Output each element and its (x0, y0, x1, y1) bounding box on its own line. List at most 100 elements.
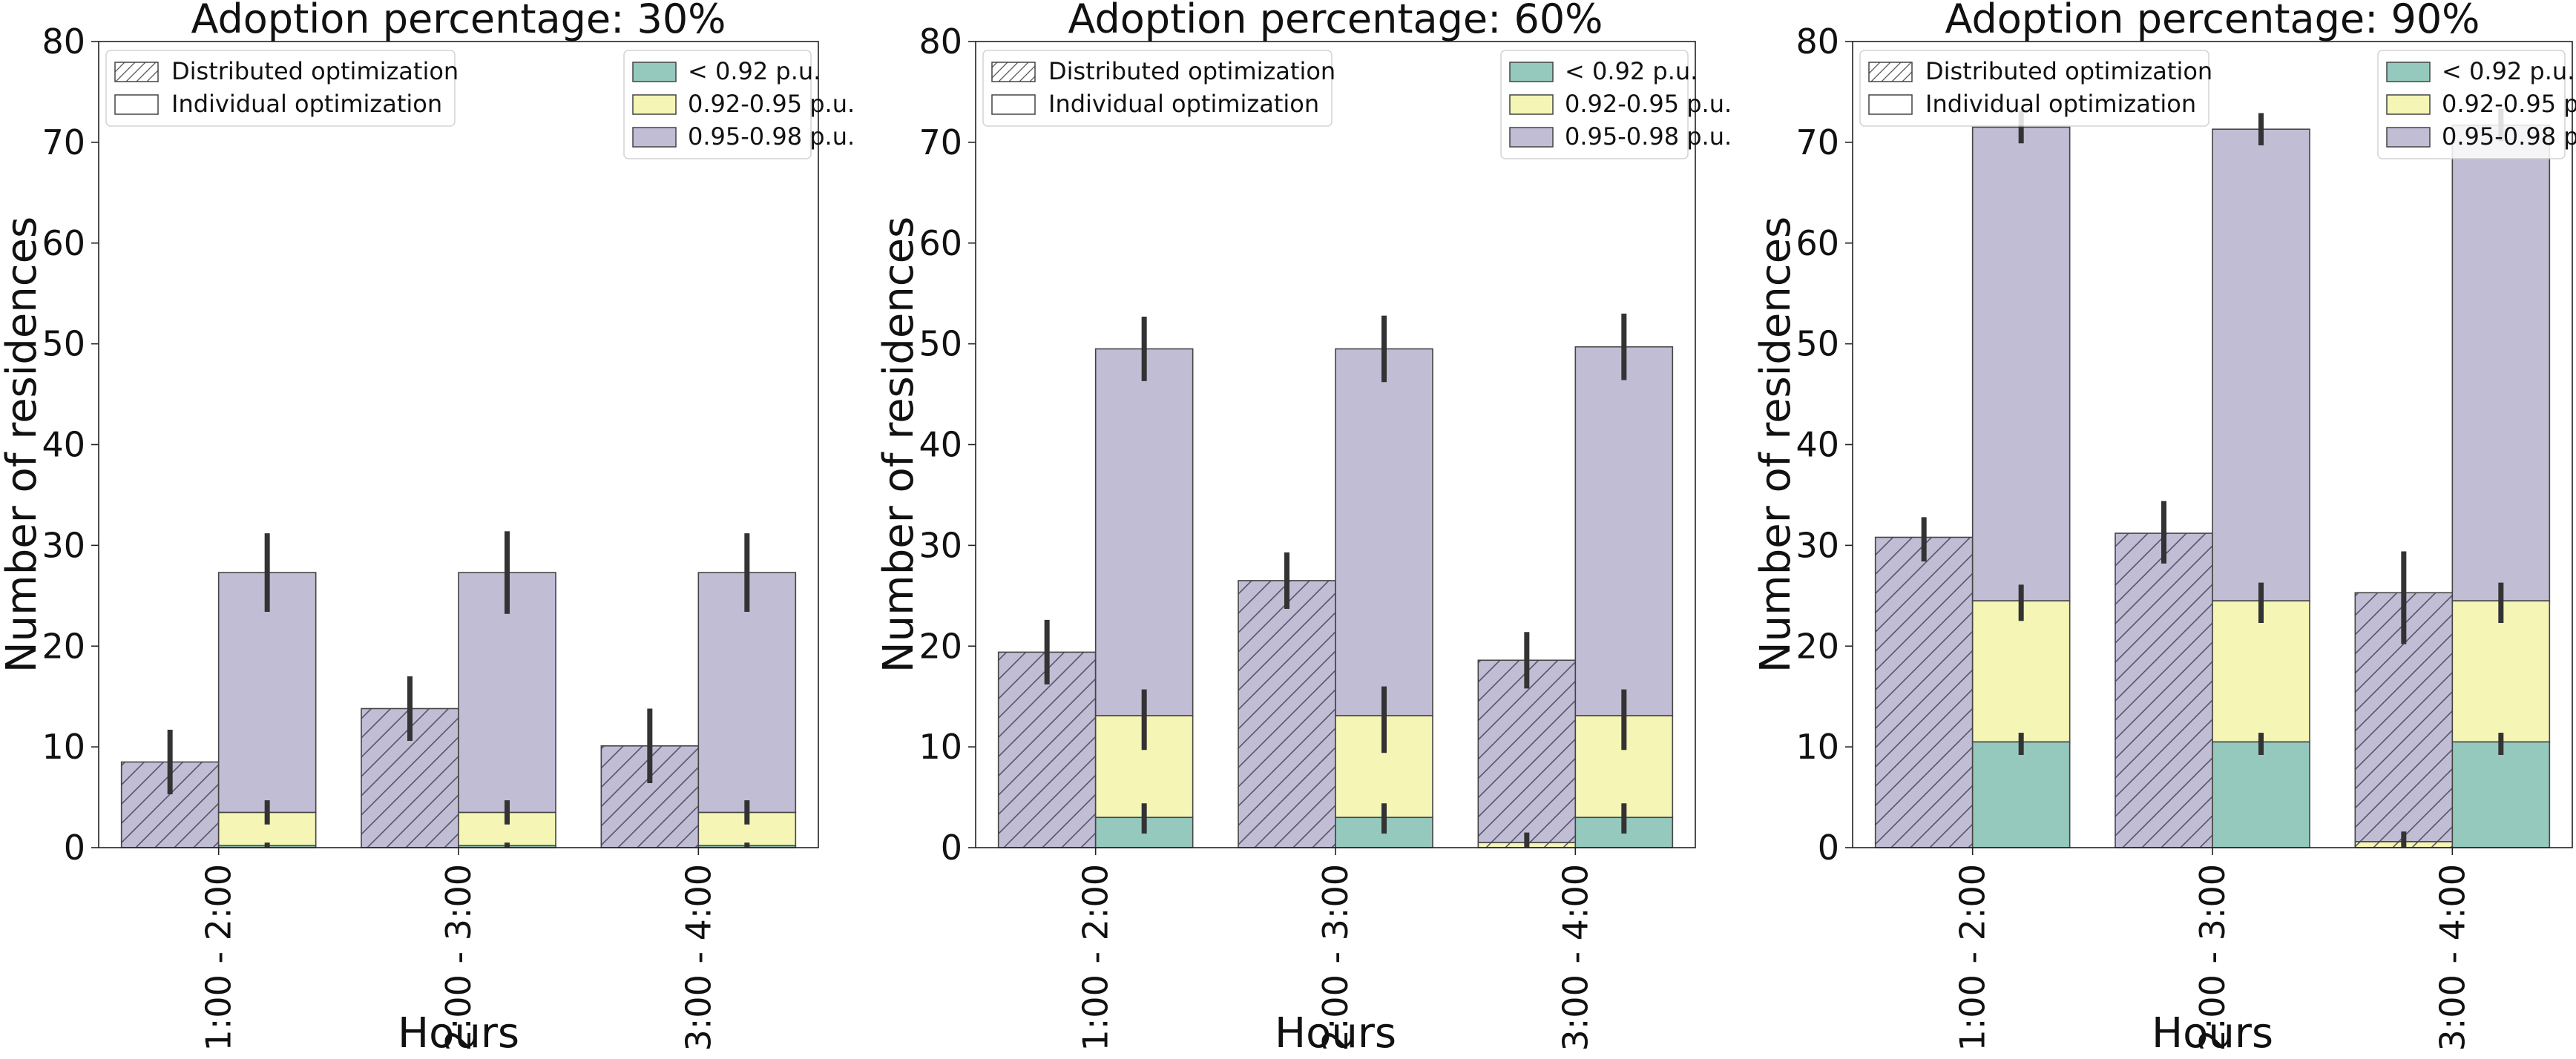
bar-individual-b092_095 (2212, 600, 2310, 743)
y-tick-label: 50 (919, 324, 962, 364)
x-tick-label: 1:00 - 2:00 (199, 864, 239, 1051)
y-tick-label: 70 (919, 122, 962, 162)
legend-label-individual: Individual optimization (1925, 90, 2196, 118)
bar-individual-b095_098 (1094, 348, 1194, 716)
chart-panel-2: Adoption percentage: 60% 0 10 20 30 40 50 60 70 8… (875, 0, 1732, 1058)
legend-label-lt092: < 0.92 p.u. (1565, 57, 1698, 85)
y-tick-label: 10 (1795, 727, 1839, 767)
legend-hatch: Distributed optimization Individual optim… (1859, 50, 2212, 127)
bar-individual-lt092 (1971, 741, 2071, 848)
y-tick-label: 80 (1795, 22, 1839, 62)
x-tick-label: 2:00 - 3:00 (1315, 864, 1356, 1051)
bar-distributed-b095_098 (1238, 580, 1336, 848)
y-tick-label: 70 (42, 122, 85, 162)
bar-individual-b092_095 (2451, 600, 2551, 743)
legend-label-b092_095: 0.92-0.95 p.u. (2442, 90, 2576, 118)
legend-swatch-lt092 (632, 62, 677, 82)
y-tick-label: 60 (42, 223, 85, 263)
plot-frame (1852, 41, 2573, 848)
legend-label-b095_098: 0.95-0.98 p.u. (688, 122, 855, 151)
y-tick-label: 30 (1795, 525, 1839, 565)
y-axis-label: Number of residences (0, 217, 46, 673)
y-tick-label: 80 (919, 22, 962, 62)
y-tick-label: 40 (42, 425, 85, 465)
legend-swatch-individual (1868, 94, 1913, 115)
legend-label-b092_095: 0.92-0.95 p.u. (688, 90, 855, 118)
chart-panel-1: Adoption percentage: 30% 0 10 20 30 40 50 60 70 8… (0, 0, 855, 1058)
legend-hatch: Distributed optimization Individual optim… (982, 50, 1335, 127)
bar-individual-lt092 (2451, 741, 2551, 848)
y-tick-label: 20 (919, 626, 962, 666)
legend-label-distributed: Distributed optimization (1925, 57, 2212, 85)
legend-label-b092_095: 0.92-0.95 p.u. (1565, 90, 1732, 118)
legend-label-lt092: < 0.92 p.u. (2442, 57, 2575, 85)
legend-label-individual: Individual optimization (171, 90, 442, 118)
legend-swatch-b092_095 (1509, 94, 1554, 115)
bar-individual-lt092 (2212, 741, 2310, 848)
y-tick-label: 10 (919, 727, 962, 767)
chart-panel-3: Adoption percentage: 90% 0 10 20 30 40 50 60 70 8… (1752, 0, 2576, 1058)
bar-individual-b095_098 (1971, 126, 2071, 601)
legend-label-distributed: Distributed optimization (1048, 57, 1335, 85)
bar-individual-b095_098 (217, 572, 317, 814)
bar-distributed-b095_098 (2115, 532, 2213, 848)
legend-swatch-b095_098 (2386, 127, 2431, 148)
legend-label-lt092: < 0.92 p.u. (688, 57, 821, 85)
x-tick-label: 1:00 - 2:00 (1076, 864, 1116, 1051)
y-tick-label: 30 (919, 525, 962, 565)
legend-label-b095_098: 0.95-0.98 p.u. (1565, 122, 1732, 151)
y-axis-label: Number of residences (875, 217, 923, 673)
chart-title: Adoption percentage: 90% (1945, 0, 2480, 42)
bar-individual-b092_095 (1971, 600, 2071, 743)
y-tick-label: 10 (42, 727, 85, 767)
bar-individual-b095_098 (1574, 346, 1674, 716)
y-tick-label: 80 (42, 22, 85, 62)
bar-distributed-b095_098 (997, 651, 1097, 848)
x-tick-label: 1:00 - 2:00 (1953, 864, 1993, 1051)
legend-label-b095_098: 0.95-0.98 p.u. (2442, 122, 2576, 151)
y-tick-label: 0 (64, 828, 85, 868)
legend-hatch: Distributed optimization Individual optim… (105, 50, 459, 127)
x-tick-label: 2:00 - 3:00 (438, 864, 479, 1051)
y-tick-label: 20 (1795, 626, 1839, 666)
legend-swatch-b095_098 (1509, 127, 1554, 148)
bar-distributed-b095_098 (1874, 536, 1974, 848)
legend-swatch-b095_098 (632, 127, 677, 148)
y-tick-label: 60 (1795, 223, 1839, 263)
bar-individual-b095_098 (1335, 348, 1433, 716)
bar-individual-b095_098 (2451, 124, 2551, 601)
legend-swatch-lt092 (2386, 62, 2431, 82)
x-axis-label: Hours (1275, 1009, 1396, 1058)
legend-swatch-individual (114, 94, 159, 115)
y-tick-label: 70 (1795, 122, 1839, 162)
y-tick-label: 20 (42, 626, 85, 666)
y-tick-label: 50 (42, 324, 85, 364)
x-axis-label: Hours (398, 1009, 519, 1058)
x-axis-label: Hours (2152, 1009, 2273, 1058)
x-tick-label: 2:00 - 3:00 (2192, 864, 2232, 1051)
x-tick-label: 3:00 - 4:00 (678, 864, 718, 1051)
legend-swatch-distributed (114, 62, 159, 82)
chart-title: Adoption percentage: 30% (191, 0, 726, 42)
legend-swatch-distributed (991, 62, 1036, 82)
legend-swatch-distributed (1868, 62, 1913, 82)
y-tick-label: 40 (919, 425, 962, 465)
legend-label-distributed: Distributed optimization (171, 57, 459, 85)
y-tick-label: 0 (941, 828, 962, 868)
plot-frame (975, 41, 1696, 848)
plot-frame (98, 41, 819, 848)
y-axis-label: Number of residences (1752, 217, 1800, 673)
legend-swatch-individual (991, 94, 1036, 115)
y-tick-label: 40 (1795, 425, 1839, 465)
y-tick-label: 30 (42, 525, 85, 565)
x-tick-label: 3:00 - 4:00 (1555, 864, 1595, 1051)
legend-colors: < 0.92 p.u. 0.92-0.95 p.u. 0.95-0.98 p.u. (1500, 50, 1732, 159)
bar-individual-b095_098 (697, 572, 797, 814)
legend-colors: < 0.92 p.u. 0.92-0.95 p.u. 0.95-0.98 p.u. (2377, 50, 2576, 159)
legend-swatch-lt092 (1509, 62, 1554, 82)
legend-swatch-b092_095 (2386, 94, 2431, 115)
legend-frame (105, 50, 456, 127)
legend-frame (982, 50, 1333, 127)
x-tick-label: 3:00 - 4:00 (2432, 864, 2472, 1051)
y-tick-label: 0 (1818, 828, 1839, 868)
